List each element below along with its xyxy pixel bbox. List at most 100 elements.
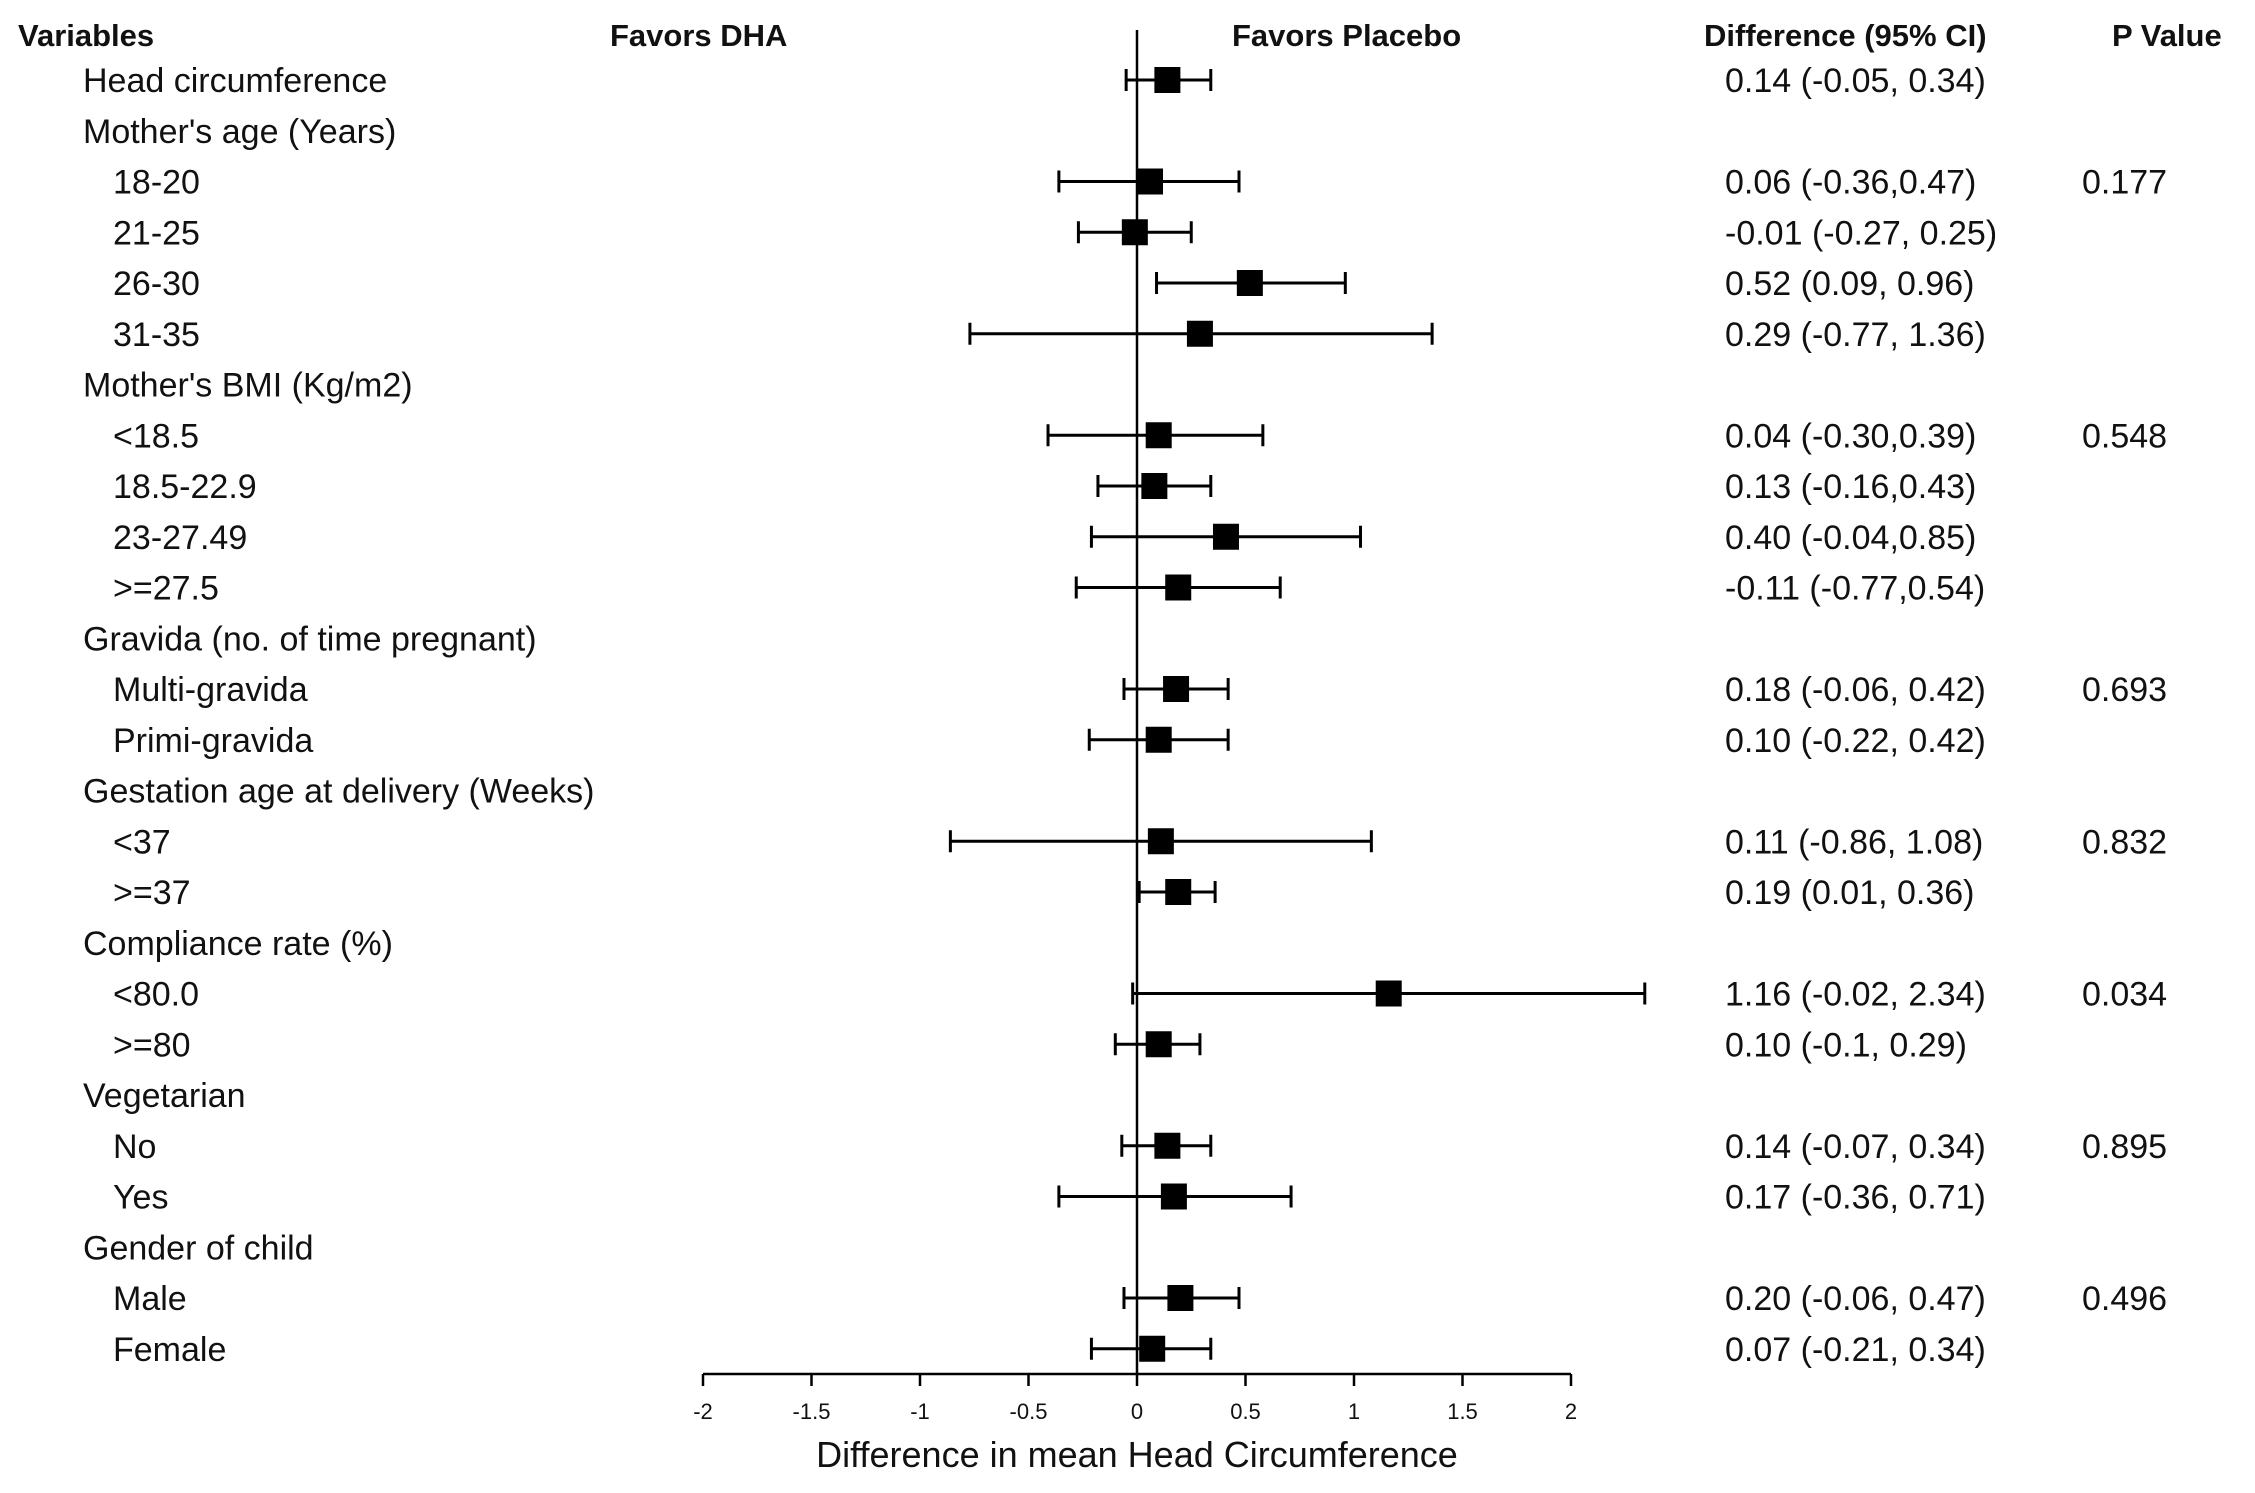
- row-label: 21-25: [113, 214, 200, 252]
- ci-text: 0.14 (-0.05, 0.34): [1725, 62, 1986, 100]
- point-estimate: [1163, 676, 1190, 702]
- row-label: Male: [113, 1280, 187, 1318]
- forest-row: Male 0.20 (-0.06, 0.47) 0.496: [113, 1280, 2167, 1318]
- p-value-text: 0.832: [2082, 823, 2167, 861]
- row-label: Female: [113, 1331, 226, 1369]
- p-value-text: 0.548: [2082, 417, 2167, 455]
- point-estimate: [1147, 828, 1174, 855]
- ci-text: 0.10 (-0.1, 0.29): [1725, 1026, 1967, 1064]
- p-value-text: 0.034: [2082, 976, 2167, 1014]
- ci-text: 0.29 (-0.77, 1.36): [1725, 316, 1986, 354]
- group-header-row: Gender of child: [83, 1229, 314, 1267]
- x-tick-label: 0.5: [1230, 1399, 1261, 1424]
- ci-text: 0.14 (-0.07, 0.34): [1725, 1128, 1986, 1166]
- group-label: Compliance rate (%): [83, 925, 393, 963]
- forest-row: Primi-gravida 0.10 (-0.22, 0.42): [113, 722, 1986, 760]
- point-estimate: [1165, 574, 1192, 601]
- point-estimate: [1121, 219, 1148, 246]
- forest-row: 23-27.49 0.40 (-0.04,0.85): [113, 519, 1976, 557]
- x-axis-label: Difference in mean Head Circumference: [816, 1434, 1458, 1475]
- point-estimate: [1145, 422, 1172, 449]
- group-label: Mother's age (Years): [83, 113, 396, 151]
- row-label: Multi-gravida: [113, 671, 308, 709]
- x-axis-ticks: -2 -1.5 -1 -0.5 0 0.5 1 1.5 2: [693, 1374, 1577, 1424]
- x-tick-label: -1.5: [793, 1399, 831, 1424]
- group-header-row: Gravida (no. of time pregnant): [83, 620, 537, 658]
- point-estimate: [1154, 67, 1181, 93]
- x-tick-label: -0.5: [1010, 1399, 1048, 1424]
- forest-rows: Head circumference 0.14 (-0.05, 0.34) Moth…: [83, 62, 2167, 1369]
- forest-row: 31-35 0.29 (-0.77, 1.36): [113, 316, 1986, 354]
- row-label: >=80: [113, 1026, 191, 1064]
- point-estimate: [1167, 1285, 1194, 1311]
- forest-row: 26-30 0.52 (0.09, 0.96): [113, 265, 1975, 303]
- group-label: Vegetarian: [83, 1077, 246, 1115]
- row-label: <80.0: [113, 976, 199, 1014]
- p-value-text: 0.693: [2082, 671, 2167, 709]
- row-label: No: [113, 1128, 156, 1166]
- forest-row: Head circumference 0.14 (-0.05, 0.34): [83, 62, 1986, 100]
- row-label: >=27.5: [113, 570, 219, 608]
- point-estimate: [1141, 473, 1168, 499]
- x-tick-label: 1: [1348, 1399, 1360, 1424]
- group-header-row: Compliance rate (%): [83, 925, 393, 963]
- group-header-row: Mother's age (Years): [83, 113, 396, 151]
- group-label: Mother's BMI (Kg/m2): [83, 367, 413, 405]
- header-favors-placebo: Favors Placebo: [1232, 18, 1461, 53]
- forest-row: Yes 0.17 (-0.36, 0.71): [113, 1179, 1986, 1217]
- group-label: Gravida (no. of time pregnant): [83, 620, 537, 658]
- header-favors-dha: Favors DHA: [610, 18, 787, 53]
- forest-row: >=80 0.10 (-0.1, 0.29): [113, 1026, 1967, 1064]
- forest-row: <80.0 1.16 (-0.02, 2.34) 0.034: [113, 976, 2167, 1014]
- x-tick-label: 2: [1565, 1399, 1577, 1424]
- row-label: <37: [113, 823, 171, 861]
- point-estimate: [1160, 1183, 1187, 1210]
- point-estimate: [1236, 270, 1263, 296]
- ci-text: 0.04 (-0.30,0.39): [1725, 417, 1976, 455]
- point-estimate: [1154, 1132, 1181, 1159]
- ci-text: -0.11 (-0.77,0.54): [1725, 570, 1985, 608]
- point-estimate: [1145, 1031, 1172, 1058]
- row-label: 23-27.49: [113, 519, 247, 557]
- row-label: 31-35: [113, 316, 200, 354]
- point-estimate: [1186, 320, 1213, 347]
- forest-row: <18.5 0.04 (-0.30,0.39) 0.548: [113, 417, 2167, 455]
- point-estimate: [1145, 726, 1172, 753]
- forest-row: 21-25 -0.01 (-0.27, 0.25): [113, 214, 1997, 252]
- ci-text: 0.06 (-0.36,0.47): [1725, 164, 1976, 202]
- group-header-row: Mother's BMI (Kg/m2): [83, 367, 413, 405]
- ci-text: 0.11 (-0.86, 1.08): [1725, 823, 1983, 861]
- p-value-text: 0.496: [2082, 1280, 2167, 1318]
- p-value-text: 0.895: [2082, 1128, 2167, 1166]
- ci-text: 0.19 (0.01, 0.36): [1725, 874, 1975, 912]
- ci-text: 0.17 (-0.36, 0.71): [1725, 1179, 1986, 1217]
- point-estimate: [1375, 980, 1402, 1007]
- p-value-text: 0.177: [2082, 164, 2167, 202]
- forest-row: >=37 0.19 (0.01, 0.36): [113, 874, 1975, 912]
- forest-row: 18-20 0.06 (-0.36,0.47) 0.177: [113, 164, 2167, 202]
- x-tick-label: 1.5: [1447, 1399, 1478, 1424]
- forest-row: 18.5-22.9 0.13 (-0.16,0.43): [113, 468, 1976, 506]
- group-label: Gestation age at delivery (Weeks): [83, 773, 595, 811]
- group-label: Gender of child: [83, 1229, 314, 1267]
- header-variables: Variables: [18, 18, 154, 53]
- forest-row: No 0.14 (-0.07, 0.34) 0.895: [113, 1128, 2167, 1166]
- header-difference-ci: Difference (95% CI): [1704, 18, 1987, 53]
- x-tick-label: 0: [1131, 1399, 1143, 1424]
- point-estimate: [1139, 1335, 1166, 1362]
- forest-row: Female 0.07 (-0.21, 0.34): [113, 1331, 1986, 1369]
- x-tick-label: -2: [693, 1399, 713, 1424]
- group-header-row: Vegetarian: [83, 1077, 246, 1115]
- row-label: Primi-gravida: [113, 722, 313, 760]
- point-estimate: [1137, 168, 1164, 195]
- row-label: 26-30: [113, 265, 200, 303]
- ci-text: 1.16 (-0.02, 2.34): [1725, 976, 1986, 1014]
- row-label: 18.5-22.9: [113, 468, 257, 506]
- point-estimate: [1165, 879, 1192, 905]
- forest-row: <37 0.11 (-0.86, 1.08) 0.832: [113, 823, 2167, 861]
- ci-text: 0.20 (-0.06, 0.47): [1725, 1280, 1986, 1318]
- group-header-row: Gestation age at delivery (Weeks): [83, 773, 595, 811]
- forest-row: Multi-gravida 0.18 (-0.06, 0.42) 0.693: [113, 671, 2167, 709]
- header-p-value: P Value: [2112, 18, 2222, 53]
